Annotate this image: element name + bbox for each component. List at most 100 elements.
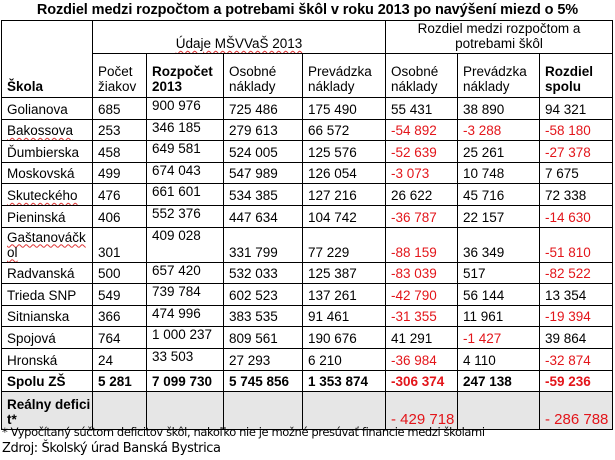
school-name: Spojová xyxy=(1,326,93,349)
value-cell: 25 261 xyxy=(457,140,540,163)
total-value: -59 236 xyxy=(539,369,613,393)
empty-cell xyxy=(92,391,147,431)
value-cell: 279 613 xyxy=(223,118,303,142)
value-cell: 137 261 xyxy=(302,283,386,306)
header-school: Škola xyxy=(1,20,93,98)
value-cell: 38 890 xyxy=(457,97,540,120)
value-cell: 809 561 xyxy=(223,326,303,349)
total-row: Spolu ZŠ 5 281 7 099 730 5 745 856 1 353 874… xyxy=(1,369,613,393)
value-cell: 253 xyxy=(92,118,147,142)
value-cell: 41 291 xyxy=(385,326,458,349)
value-cell: 4 110 xyxy=(457,347,540,371)
table-row: Bakossova 253 346 185 279 613 66 572 -54 892-… xyxy=(1,118,613,142)
value-cell: 55 431 xyxy=(385,97,458,120)
value-cell: 661 601 xyxy=(146,183,224,206)
value-cell: 26 622 xyxy=(385,183,458,206)
value-cell: 602 523 xyxy=(223,283,303,306)
empty-cell xyxy=(146,391,224,431)
table-row: Gaštanováčkol 301 409 028 331 799 77 229 -88 … xyxy=(1,226,613,263)
school-name: Golianova xyxy=(1,97,93,120)
value-cell: -82 522 xyxy=(539,261,613,285)
value-cell: -54 892 xyxy=(385,118,458,142)
header-prevadzka: Prevádzka náklady xyxy=(302,53,386,98)
value-cell: 27 293 xyxy=(223,347,303,371)
value-cell: -3 288 xyxy=(457,118,540,142)
value-cell: 24 xyxy=(92,347,147,371)
value-cell: 301 xyxy=(92,226,147,263)
value-cell: 517 xyxy=(457,261,540,285)
value-cell: 127 216 xyxy=(302,183,386,206)
table-row: Moskovská 499 674 043 547 989 126 054 -3 073 1… xyxy=(1,161,613,185)
value-cell: 552 376 xyxy=(146,204,224,228)
real-deficit-label: Reálny deficit* xyxy=(1,391,93,431)
value-cell: -83 039 xyxy=(385,261,458,285)
empty-cell xyxy=(223,391,303,431)
header-rozdiel-spolu: Rozdiel spolu xyxy=(539,53,613,98)
table-row: Radvanská 500 657 420 532 033 125 387 -83 039… xyxy=(1,261,613,285)
value-cell: 331 799 xyxy=(223,226,303,263)
header-diff-prevadzka: Prevádzka náklady xyxy=(457,53,540,98)
value-cell: 22 157 xyxy=(457,204,540,228)
value-cell: 409 028 xyxy=(146,226,224,263)
value-cell: 94 321 xyxy=(539,97,613,120)
value-cell: 366 xyxy=(92,304,147,328)
table-row: Spojová 764 1 000 237 809 561 190 676 41 291-… xyxy=(1,326,613,349)
value-cell: 11 961 xyxy=(457,304,540,328)
total-value: 247 138 xyxy=(457,369,540,393)
empty-cell xyxy=(457,391,540,431)
value-cell: 383 535 xyxy=(223,304,303,328)
value-cell: 547 989 xyxy=(223,161,303,185)
school-name: Pieninská xyxy=(1,204,93,228)
value-cell: 499 xyxy=(92,161,147,185)
value-cell: -32 874 xyxy=(539,347,613,371)
value-cell: 524 005 xyxy=(223,140,303,163)
value-cell: 56 144 xyxy=(457,283,540,306)
value-cell: -36 787 xyxy=(385,204,458,228)
value-cell: 476 xyxy=(92,183,147,206)
table-row: Hronská 24 33 503 27 293 6 210 -36 984 4 110 -3… xyxy=(1,347,613,371)
value-cell: 66 572 xyxy=(302,118,386,142)
value-cell: 406 xyxy=(92,204,147,228)
footnote: * Vypočítaný súčtom deficitov škôl, nako… xyxy=(2,425,485,439)
header-group-difference: Rozdiel medzi rozpočtom a potrebami škôl xyxy=(385,20,613,54)
school-name: Radvanská xyxy=(1,261,93,285)
value-cell: 33 503 xyxy=(146,347,224,371)
value-cell: 72 338 xyxy=(539,183,613,206)
total-value: 7 099 730 xyxy=(146,369,224,393)
real-deficit-spolu: - 286 788 xyxy=(539,391,613,431)
value-cell: -14 630 xyxy=(539,204,613,228)
value-cell: 104 742 xyxy=(302,204,386,228)
header-osobne: Osobné náklady xyxy=(223,53,303,98)
school-name: Trieda SNP xyxy=(1,283,93,306)
school-name: Bakossova xyxy=(1,118,93,142)
value-cell: 175 490 xyxy=(302,97,386,120)
value-cell: 764 xyxy=(92,326,147,349)
value-cell: 45 716 xyxy=(457,183,540,206)
school-name: Moskovská xyxy=(1,161,93,185)
header-pocet-ziakov: Počet žiakov xyxy=(92,53,147,98)
total-value: -306 374 xyxy=(385,369,458,393)
empty-cell xyxy=(302,391,386,431)
value-cell: -51 810 xyxy=(539,226,613,263)
total-value: 5 745 856 xyxy=(223,369,303,393)
school-name: Hronská xyxy=(1,347,93,371)
value-cell: 1 000 237 xyxy=(146,326,224,349)
total-label: Spolu ZŠ xyxy=(1,369,93,393)
value-cell: 458 xyxy=(92,140,147,163)
value-cell: 36 349 xyxy=(457,226,540,263)
value-cell: -52 639 xyxy=(385,140,458,163)
table-title: Rozdiel medzi rozpočtom a potrebami škôl… xyxy=(36,2,579,18)
value-cell: 725 486 xyxy=(223,97,303,120)
value-cell: 685 xyxy=(92,97,147,120)
value-cell: -3 073 xyxy=(385,161,458,185)
value-cell: 91 461 xyxy=(302,304,386,328)
value-cell: -36 984 xyxy=(385,347,458,371)
value-cell: 7 675 xyxy=(539,161,613,185)
value-cell: -27 378 xyxy=(539,140,613,163)
value-cell: 77 229 xyxy=(302,226,386,263)
value-cell: 13 354 xyxy=(539,283,613,306)
school-name: Sitnianska xyxy=(1,304,93,328)
value-cell: 532 033 xyxy=(223,261,303,285)
value-cell: -1 427 xyxy=(457,326,540,349)
header-diff-osobne: Osobné náklady xyxy=(385,53,458,98)
